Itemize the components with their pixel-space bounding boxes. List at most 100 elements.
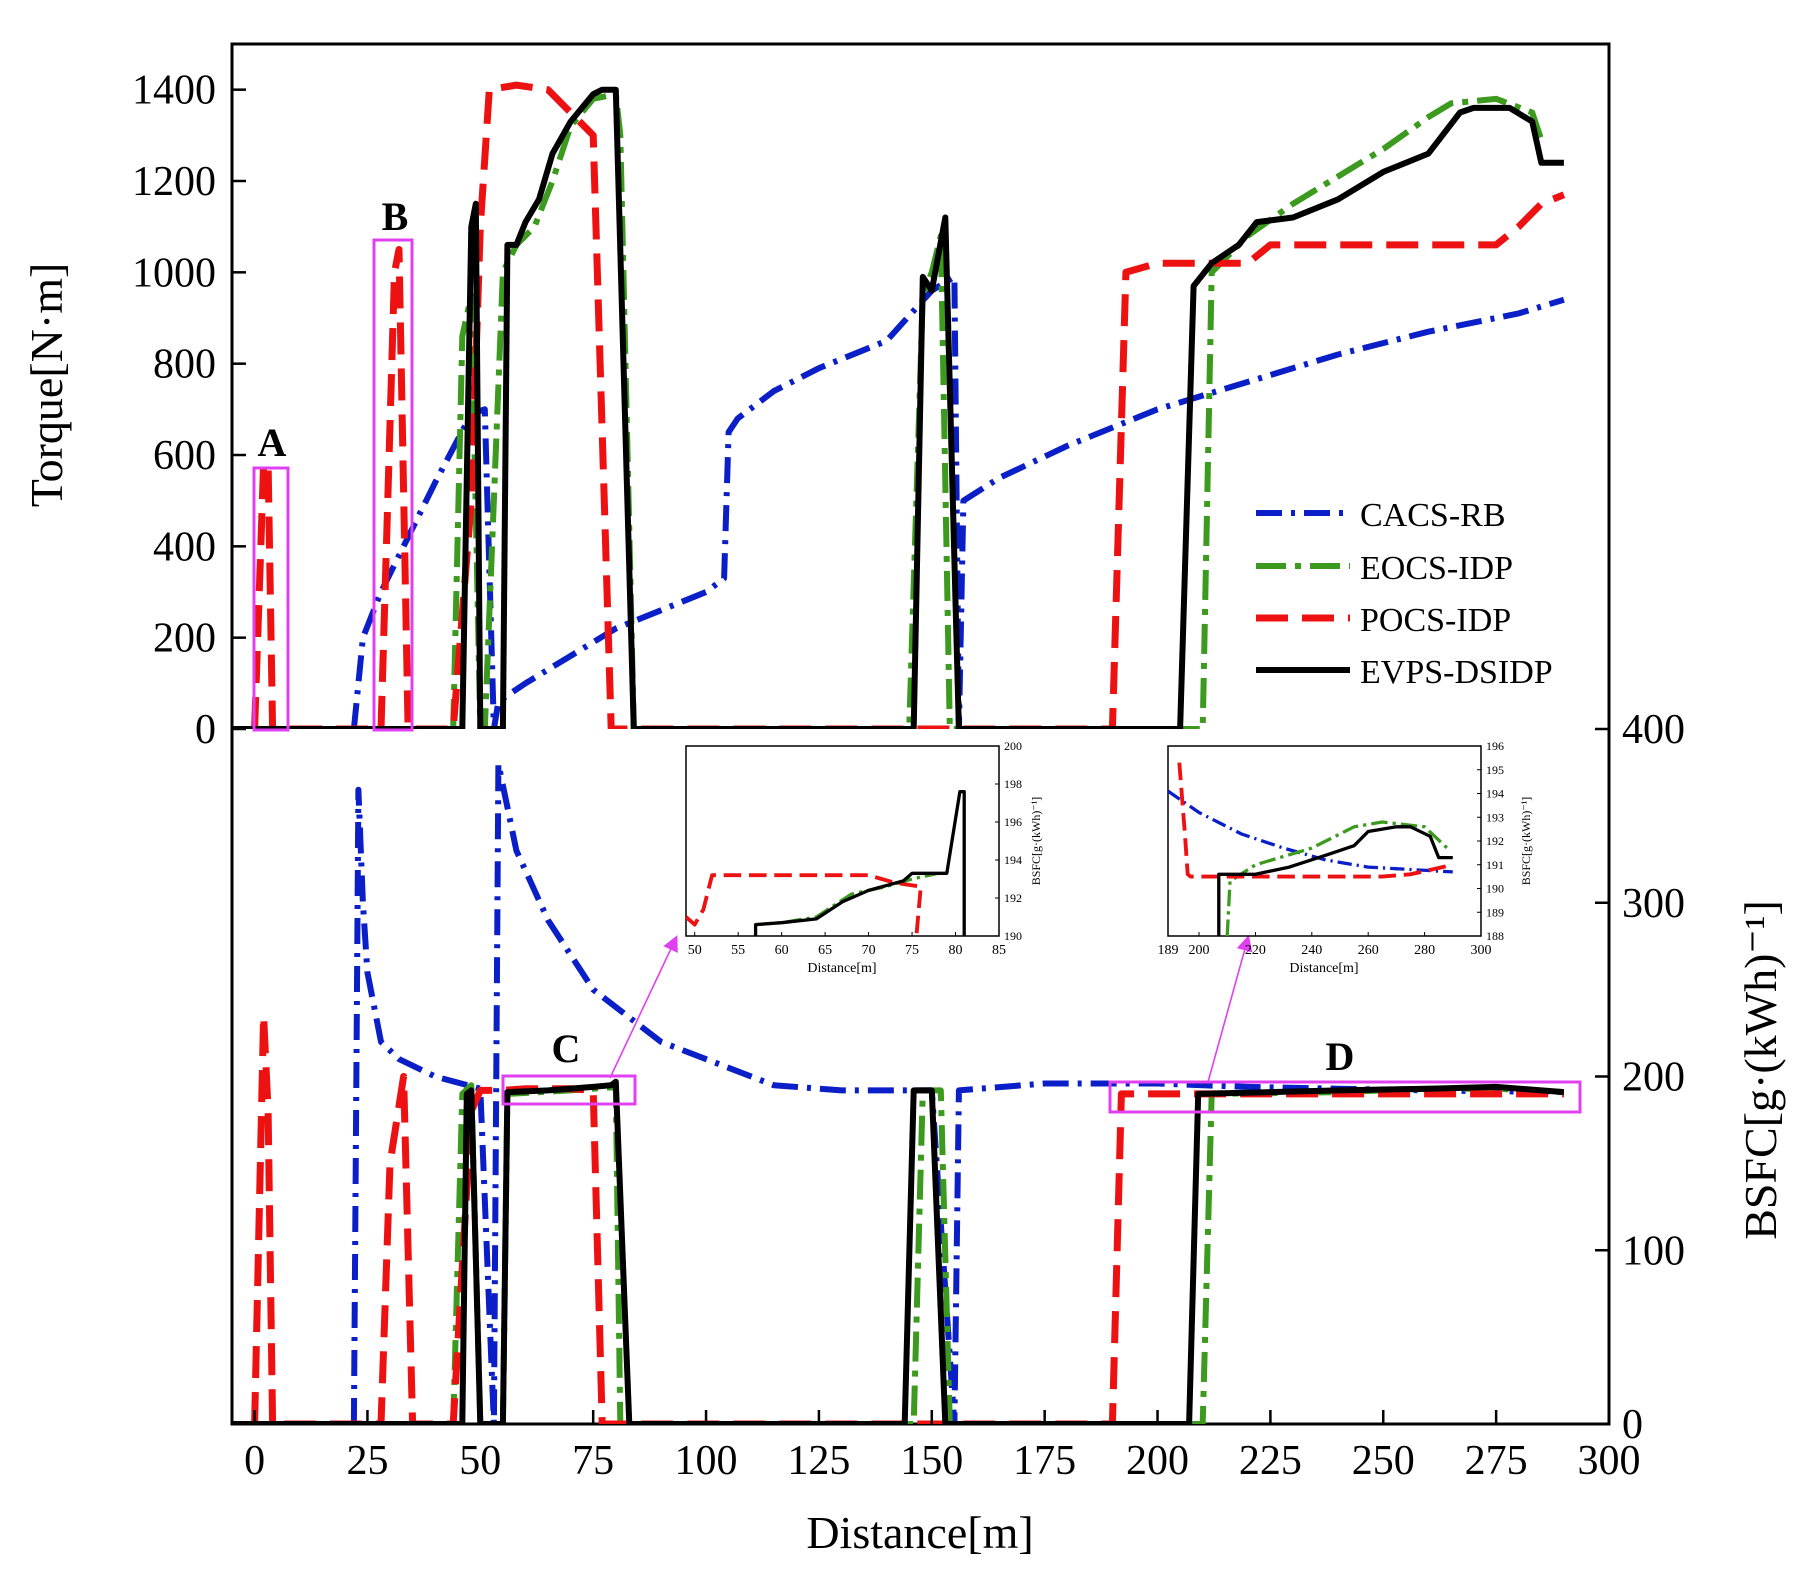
inset-d-x-tick-label: 260 <box>1358 943 1379 958</box>
x-tick-label: 150 <box>900 1438 963 1484</box>
inset-c-series-eocs-idp <box>755 871 939 927</box>
annotation-label-a: A <box>258 420 287 465</box>
inset-d-series-evps-dsidp <box>1217 825 1453 936</box>
y-axis-label-torque: Torque[N·m] <box>21 263 72 508</box>
bsfc-series-pocs-idp <box>251 1012 1564 1424</box>
annotation-label-b: B <box>382 194 409 239</box>
inset-c-y-tick-label: 196 <box>1004 815 1022 829</box>
x-tick-label: 125 <box>787 1438 850 1484</box>
inset-d-x-tick-label: 280 <box>1414 943 1435 958</box>
y-tick-label-torque: 1000 <box>132 250 216 296</box>
y-tick-label-torque: 200 <box>153 616 216 662</box>
y-tick-label-torque: 400 <box>153 524 216 570</box>
y-tick-label-bsfc: 300 <box>1622 881 1685 927</box>
inset-c-y-tick-label: 190 <box>1004 929 1022 943</box>
annotation-box-d <box>1108 1080 1582 1114</box>
annotation-label-d: D <box>1326 1034 1355 1079</box>
legend-label-eocs: EOCS-IDP <box>1360 550 1513 587</box>
inset-c-x-tick-label: 50 <box>688 943 702 958</box>
inset-c-xlabel: Distance[m] <box>807 961 876 976</box>
x-tick-label: 200 <box>1126 1438 1189 1484</box>
y-tick-label-torque: 600 <box>153 433 216 479</box>
inset-d-series-eocs-idp <box>1225 820 1449 936</box>
x-tick-label: 50 <box>459 1438 501 1484</box>
inset-c-x-tick-label: 85 <box>992 943 1006 958</box>
inset-d-y-tick-label: 190 <box>1486 882 1504 896</box>
x-tick-label: 175 <box>1013 1438 1076 1484</box>
y-tick-label-bsfc: 0 <box>1622 1402 1643 1448</box>
inset-c-y-tick-label: 198 <box>1004 777 1022 791</box>
legend-label-evps: EVPS-DSIDP <box>1360 654 1553 691</box>
inset-d-xlabel: Distance[m] <box>1289 961 1358 976</box>
legend-label-pocs: POCS-IDP <box>1360 602 1511 639</box>
annotation-label-c: C <box>552 1026 581 1071</box>
x-tick-label: 100 <box>675 1438 738 1484</box>
arrow-to-inset-d <box>1207 934 1253 1083</box>
inset-c-series-group <box>686 789 966 936</box>
inset-d-series-cacs-rb <box>1168 789 1453 874</box>
torque-series-eocs-idp <box>450 91 1545 729</box>
y-tick-label-torque: 1400 <box>132 68 216 114</box>
x-tick-label: 225 <box>1239 1438 1302 1484</box>
legend-label-cacs: CACS-RB <box>1360 497 1506 534</box>
x-tick-label: 275 <box>1465 1438 1528 1484</box>
y-tick-label-torque: 800 <box>153 342 216 388</box>
torque-series-evps-dsidp <box>232 86 1564 729</box>
inset-c-background <box>685 745 1000 937</box>
inset-d-series-pocs-idp <box>1177 762 1454 879</box>
inset-d-y-tick-label: 193 <box>1486 810 1504 824</box>
inset-d-x-tick-label: 300 <box>1471 943 1492 958</box>
inset-c-x-tick-label: 75 <box>905 943 919 958</box>
inset-c-y-tick-label: 192 <box>1004 891 1022 905</box>
inset-c-x-tick-label: 65 <box>818 943 832 958</box>
inset-d-ylabel: BSFC[g·(kWh)⁻¹] <box>1519 797 1533 886</box>
inset-d-y-tick-label: 192 <box>1486 834 1504 848</box>
inset-c-x-tick-label: 60 <box>775 943 789 958</box>
inset-c-x-tick-label: 55 <box>731 943 745 958</box>
axis-ticks-group: 0 25 50 75 100 125 150 175 200 225 250 275 300020040… <box>132 68 1685 1484</box>
inset-d-y-tick-label: 194 <box>1486 787 1504 801</box>
plot-frame <box>230 42 1611 1426</box>
inset-d-y-tick-label: 196 <box>1486 739 1504 753</box>
y-tick-label-bsfc: 200 <box>1622 1055 1685 1101</box>
inset-c-series-evps-dsidp <box>753 789 966 936</box>
y-tick-label-torque: 0 <box>195 707 216 753</box>
inset-d-x-tick-label: 200 <box>1189 943 1210 958</box>
annotation-box-b <box>372 238 414 732</box>
y-tick-label-bsfc: 400 <box>1622 707 1685 753</box>
inset-c-ylabel: BSFC[g·(kWh)⁻¹] <box>1029 797 1043 886</box>
x-tick-label: 75 <box>572 1438 614 1484</box>
legend: CACS-RB EOCS-IDP POCS-IDP EVPS-DSIDP <box>1256 497 1553 691</box>
y-axis-label-bsfc: BSFC[g·(kWh)⁻¹] <box>1735 900 1786 1240</box>
inset-d-y-tick-label: 195 <box>1486 763 1504 777</box>
inset-c-y-tick-label: 194 <box>1004 853 1022 867</box>
x-tick-label: 300 <box>1578 1438 1641 1484</box>
inset-d-y-tick-label: 188 <box>1486 929 1504 943</box>
inset-c-series-pocs-idp <box>686 873 923 936</box>
inset-d-y-tick-label: 191 <box>1486 858 1504 872</box>
x-tick-label: 250 <box>1352 1438 1415 1484</box>
torque-series-group <box>232 81 1566 729</box>
x-tick-label: 25 <box>346 1438 388 1484</box>
inset-c-x-tick-label: 80 <box>949 943 963 958</box>
x-axis-label: Distance[m] <box>806 1507 1033 1558</box>
inset-c-y-tick-label: 200 <box>1004 739 1022 753</box>
y-tick-label-bsfc: 100 <box>1622 1228 1685 1274</box>
inset-d-x-tick-label: 240 <box>1301 943 1322 958</box>
inset-d-series-group <box>1168 762 1454 936</box>
y-tick-label-torque: 1200 <box>132 159 216 205</box>
inset-d-x-tick-label: 189 <box>1158 943 1179 958</box>
annotation-box-a <box>252 466 290 732</box>
annotation-box-c <box>501 1074 637 1106</box>
arrow-to-inset-c <box>609 935 678 1079</box>
bsfc-series-evps-dsidp <box>232 1078 1565 1424</box>
x-tick-label: 0 <box>244 1438 265 1484</box>
inset-d-x-tick-label: 220 <box>1245 943 1266 958</box>
inset-c-x-tick-label: 70 <box>862 943 876 958</box>
inset-d-y-tick-label: 189 <box>1486 905 1504 919</box>
